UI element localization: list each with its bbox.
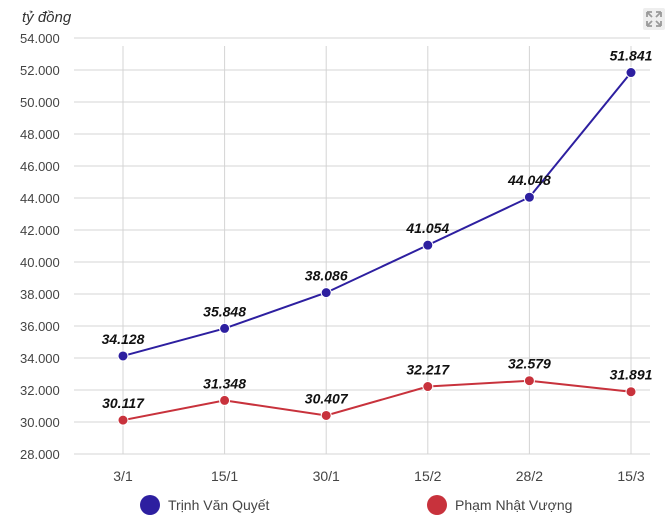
data-label: 38.086 [305, 268, 348, 284]
data-label: 32.217 [406, 362, 450, 378]
data-label: 31.891 [610, 367, 653, 383]
legend-label: Phạm Nhật Vượng [455, 497, 572, 513]
y-tick-label: 44.000 [20, 191, 60, 206]
grid [74, 37, 650, 455]
data-label: 41.054 [405, 220, 449, 236]
y-tick-label: 30.000 [20, 415, 60, 430]
fullscreen-icon [646, 11, 662, 27]
data-label: 51.841 [610, 48, 653, 64]
series-line [122, 379, 632, 422]
legend-item-1[interactable]: Trịnh Văn Quyết [140, 495, 270, 515]
data-point[interactable] [523, 191, 535, 203]
y-tick-label: 28.000 [20, 447, 60, 462]
legend: Trịnh Văn Quyết Phạm Nhật Vượng [140, 495, 572, 515]
y-tick-label: 52.000 [20, 63, 60, 78]
legend-marker [140, 495, 160, 515]
data-label: 32.579 [508, 356, 551, 372]
y-tick-label: 40.000 [20, 255, 60, 270]
x-tick-label: 15/3 [617, 468, 644, 484]
y-tick-label: 36.000 [20, 319, 60, 334]
x-tick-label: 28/2 [516, 468, 543, 484]
data-point[interactable] [219, 394, 231, 406]
data-label: 34.128 [102, 331, 145, 347]
y-tick-label: 50.000 [20, 95, 60, 110]
legend-marker [427, 495, 447, 515]
fullscreen-button[interactable] [643, 8, 665, 30]
data-point[interactable] [625, 67, 637, 79]
series-2: 30.117 31.348 30.407 32.217 32.579 31.891 [102, 356, 653, 426]
data-point[interactable] [320, 287, 332, 299]
data-point[interactable] [117, 350, 129, 362]
x-tick-label: 15/2 [414, 468, 441, 484]
data-point[interactable] [219, 322, 231, 334]
data-point[interactable] [523, 375, 535, 387]
y-axis-ticks: 28.000 30.000 32.000 34.000 36.000 38.000 40.0… [20, 31, 60, 462]
x-axis-ticks: 3/1 15/1 30/1 15/2 28/2 15/3 [113, 468, 645, 484]
y-tick-label: 38.000 [20, 287, 60, 302]
data-label: 30.117 [102, 395, 145, 411]
y-tick-label: 54.000 [20, 31, 60, 46]
legend-label: Trịnh Văn Quyết [168, 497, 270, 513]
data-label: 30.407 [305, 390, 349, 406]
x-tick-label: 15/1 [211, 468, 238, 484]
y-tick-label: 42.000 [20, 223, 60, 238]
x-tick-label: 3/1 [113, 468, 133, 484]
y-tick-label: 32.000 [20, 383, 60, 398]
data-label: 35.848 [203, 303, 246, 319]
x-tick-label: 30/1 [313, 468, 340, 484]
legend-item-2[interactable]: Phạm Nhật Vượng [427, 495, 572, 515]
y-tick-label: 46.000 [20, 159, 60, 174]
data-label: 31.348 [203, 375, 246, 391]
y-tick-label: 34.000 [20, 351, 60, 366]
series-line [122, 71, 632, 357]
data-point[interactable] [422, 239, 434, 251]
data-point[interactable] [117, 414, 129, 426]
data-label: 44.048 [507, 172, 551, 188]
data-point[interactable] [320, 409, 332, 421]
series-1: 34.128 35.848 38.086 41.054 44.048 51.841 [102, 48, 653, 362]
y-tick-label: 48.000 [20, 127, 60, 142]
data-point[interactable] [625, 386, 637, 398]
series-layer: 34.128 35.848 38.086 41.054 44.048 51.841 30.1… [102, 48, 653, 426]
data-point[interactable] [422, 381, 434, 393]
y-axis-unit-label: tỷ đồng [22, 9, 72, 26]
